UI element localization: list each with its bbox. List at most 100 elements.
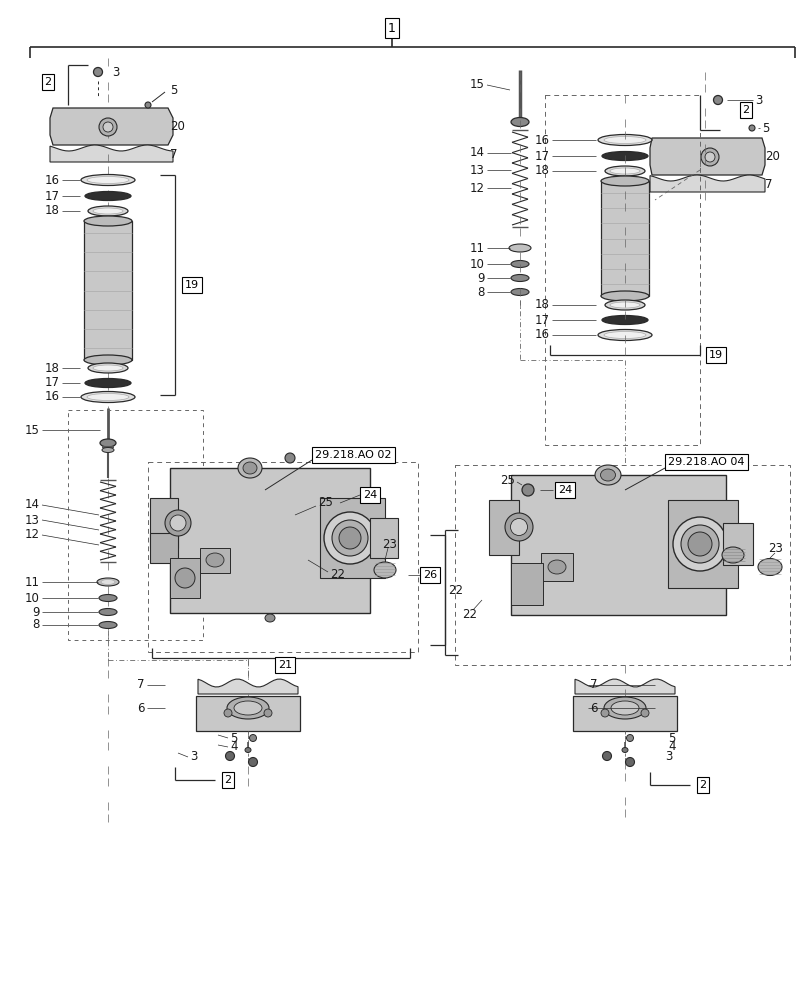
Ellipse shape [548, 560, 566, 574]
Bar [196, 696, 300, 731]
Text: 13: 13 [470, 163, 485, 176]
Ellipse shape [94, 68, 103, 77]
Ellipse shape [84, 216, 132, 226]
Text: 20: 20 [765, 150, 780, 163]
Ellipse shape [758, 558, 782, 576]
Ellipse shape [84, 355, 132, 365]
Ellipse shape [93, 365, 123, 371]
Text: 18: 18 [535, 164, 550, 178]
Text: 12: 12 [25, 528, 40, 542]
Ellipse shape [250, 734, 256, 742]
Ellipse shape [605, 166, 645, 176]
Text: 5: 5 [230, 732, 238, 744]
Text: 16: 16 [535, 133, 550, 146]
Text: 13: 13 [25, 514, 40, 526]
Text: 22: 22 [448, 584, 463, 596]
Ellipse shape [81, 174, 135, 186]
Text: 2: 2 [225, 775, 232, 785]
Ellipse shape [505, 513, 533, 541]
Text: 17: 17 [45, 190, 60, 202]
Text: 3: 3 [190, 750, 197, 764]
Text: 19: 19 [185, 280, 199, 290]
Bar [668, 500, 738, 588]
Text: 15: 15 [25, 424, 40, 436]
Text: 25: 25 [500, 474, 515, 487]
Text: 10: 10 [25, 591, 40, 604]
Text: 25: 25 [318, 496, 333, 510]
Ellipse shape [511, 518, 528, 536]
Ellipse shape [604, 136, 646, 143]
Ellipse shape [601, 709, 609, 717]
Ellipse shape [165, 510, 191, 536]
Polygon shape [650, 175, 765, 192]
Ellipse shape [511, 117, 529, 126]
Ellipse shape [722, 547, 744, 563]
Ellipse shape [600, 469, 616, 481]
Text: 3: 3 [665, 750, 672, 764]
Ellipse shape [85, 192, 131, 200]
Text: 2: 2 [700, 780, 706, 790]
Text: 24: 24 [363, 490, 377, 500]
Ellipse shape [145, 102, 151, 108]
Text: 9: 9 [478, 271, 485, 284]
Text: 8: 8 [32, 618, 40, 632]
Bar [150, 533, 178, 563]
Ellipse shape [225, 752, 234, 760]
Ellipse shape [509, 244, 531, 252]
Ellipse shape [339, 527, 361, 549]
Ellipse shape [749, 125, 755, 131]
Bar [84, 221, 132, 360]
Ellipse shape [97, 578, 119, 586]
Text: 7: 7 [137, 678, 145, 692]
Text: 7: 7 [765, 178, 772, 192]
Text: 6: 6 [590, 702, 597, 714]
Ellipse shape [601, 291, 649, 301]
Bar [541, 553, 573, 581]
Ellipse shape [224, 709, 232, 717]
Text: 11: 11 [470, 241, 485, 254]
Text: 7: 7 [170, 148, 178, 161]
Text: 4: 4 [230, 740, 238, 754]
Text: 2: 2 [44, 77, 52, 87]
Text: 7: 7 [590, 678, 597, 692]
Ellipse shape [87, 393, 129, 400]
Ellipse shape [604, 332, 646, 338]
Bar [723, 523, 753, 565]
Ellipse shape [522, 484, 534, 496]
Ellipse shape [175, 568, 195, 588]
Bar [320, 498, 385, 578]
Bar [511, 563, 543, 605]
Polygon shape [50, 108, 173, 145]
Ellipse shape [598, 330, 652, 340]
Bar [601, 181, 649, 296]
Ellipse shape [87, 176, 129, 184]
Ellipse shape [673, 517, 727, 571]
Text: 18: 18 [45, 205, 60, 218]
Ellipse shape [626, 734, 633, 742]
Text: 26: 26 [423, 570, 437, 580]
Polygon shape [198, 679, 298, 694]
Text: 5: 5 [762, 121, 769, 134]
Ellipse shape [602, 316, 648, 324]
Text: 3: 3 [112, 66, 120, 80]
Bar [148, 462, 418, 652]
Ellipse shape [705, 152, 715, 162]
Ellipse shape [374, 562, 396, 578]
Bar [573, 696, 677, 731]
Polygon shape [50, 145, 173, 162]
Text: 9: 9 [32, 605, 40, 618]
Bar [68, 410, 203, 640]
Text: 12: 12 [470, 182, 485, 194]
Ellipse shape [511, 288, 529, 296]
Text: 5: 5 [170, 84, 178, 97]
Text: 29.218.AO 04: 29.218.AO 04 [668, 457, 744, 467]
Bar [489, 500, 519, 555]
Text: 14: 14 [470, 146, 485, 159]
Text: 23: 23 [768, 542, 783, 554]
Bar [455, 465, 790, 665]
Ellipse shape [713, 96, 722, 104]
Ellipse shape [641, 709, 649, 717]
Ellipse shape [99, 118, 117, 136]
Text: 18: 18 [535, 298, 550, 312]
Ellipse shape [285, 453, 295, 463]
